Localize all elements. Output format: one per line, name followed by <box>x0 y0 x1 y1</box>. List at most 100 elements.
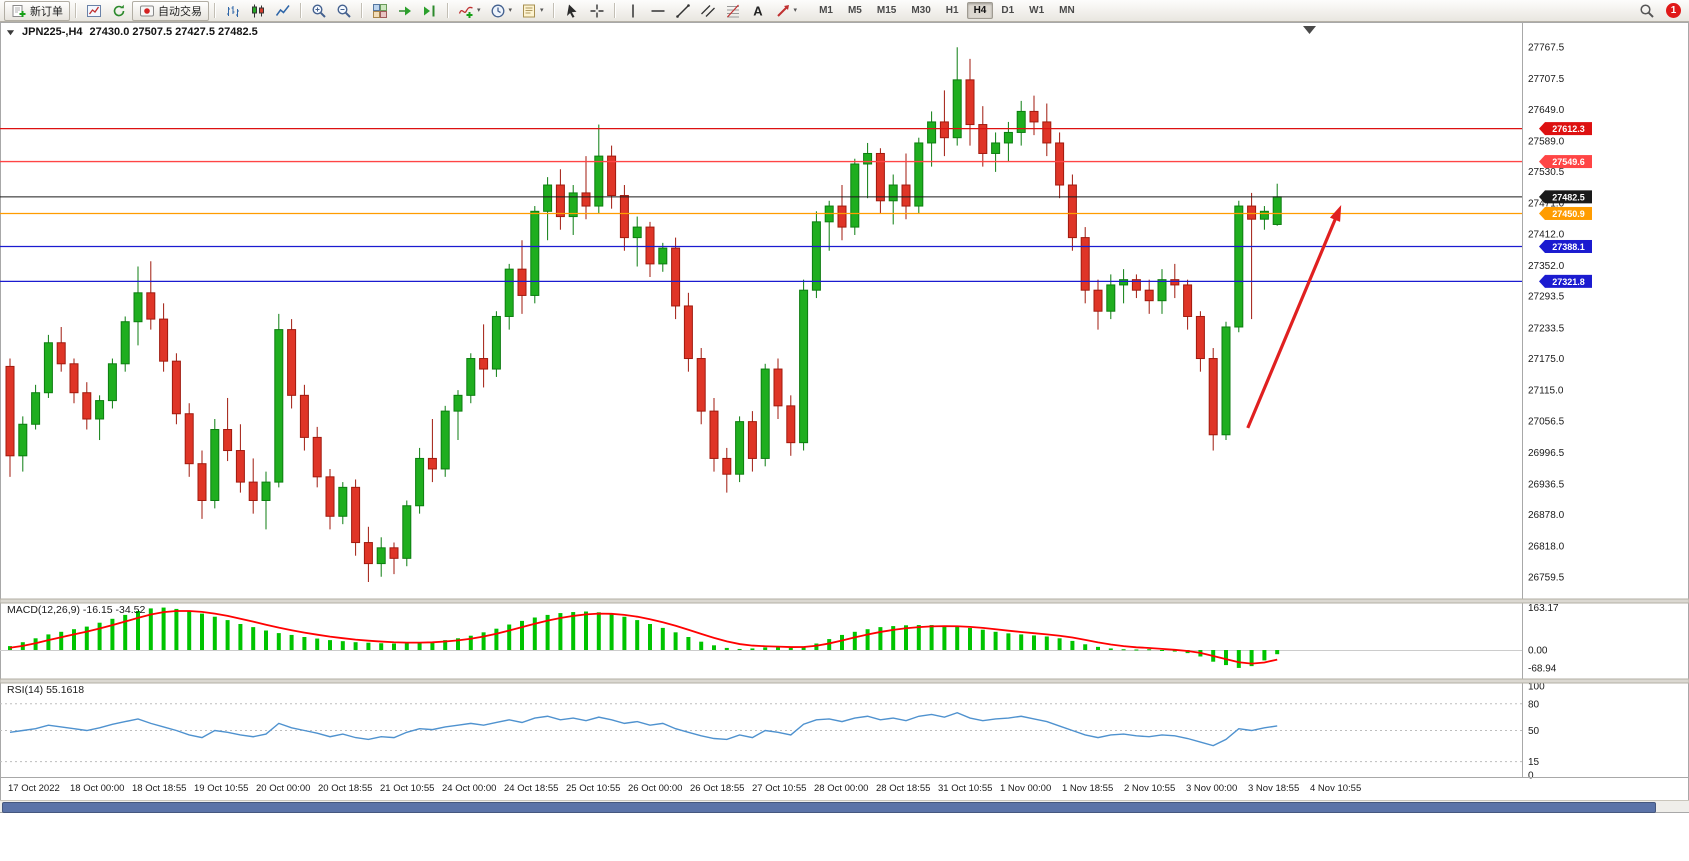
arrow-tool-icon <box>776 4 789 17</box>
time-axis[interactable]: 17 Oct 2022 18 Oct 00:00 18 Oct 18:55 19 Oc… <box>8 783 1361 794</box>
text-button[interactable]: A <box>746 1 770 21</box>
channel-button[interactable] <box>696 1 720 21</box>
timeframe-M5[interactable]: M5 <box>841 2 869 19</box>
one-click-trading-toggle[interactable] <box>6 28 15 37</box>
horizontal-scrollbar[interactable] <box>0 800 1689 813</box>
candle-body <box>223 429 233 452</box>
candle-body <box>696 358 706 412</box>
autotrading-button[interactable]: 自动交易 <box>132 0 209 21</box>
candle-body <box>1080 237 1090 291</box>
trendline-button[interactable] <box>671 1 695 21</box>
refresh-button[interactable] <box>107 1 131 21</box>
horizontal-line-icon <box>651 9 665 12</box>
auto-scroll-icon <box>399 6 411 15</box>
candle-body <box>850 163 860 228</box>
candle-body <box>1144 289 1154 302</box>
svg-text:27388.1: 27388.1 <box>1552 242 1585 252</box>
tile-windows-button[interactable] <box>368 1 392 21</box>
chevron-down-icon: ▾ <box>540 7 544 14</box>
timeframe-M1[interactable]: M1 <box>812 2 840 19</box>
timeframe-M15[interactable]: M15 <box>870 2 903 19</box>
notification-badge[interactable]: 1 <box>1666 3 1681 18</box>
arrows-button[interactable]: ▾ <box>771 1 802 21</box>
candle-body <box>581 192 591 207</box>
auto-scroll-button[interactable] <box>393 1 417 21</box>
panel-separator[interactable] <box>0 598 1689 604</box>
panel-separator[interactable] <box>0 678 1689 684</box>
svg-text:A: A <box>753 3 763 18</box>
candle-body <box>901 184 911 207</box>
candlestick-chart-button[interactable] <box>246 1 270 21</box>
trend-arrow[interactable] <box>1246 212 1340 429</box>
candle-body <box>1234 205 1244 328</box>
vertical-line-icon <box>631 4 634 17</box>
timeframe-toolbar: M1 M5 M15 M30 H1 H4 D1 W1 MN <box>812 2 1082 19</box>
svg-text:27649.0: 27649.0 <box>1528 105 1565 116</box>
candle-body <box>325 476 335 517</box>
timeframe-H4[interactable]: H4 <box>966 2 994 19</box>
toolbar-separator <box>214 3 216 18</box>
crosshair-button[interactable] <box>585 1 609 21</box>
candle-body <box>811 221 821 291</box>
chart-shift-button[interactable] <box>418 1 442 21</box>
bar-chart-button[interactable] <box>221 1 245 21</box>
candle-body <box>799 289 809 444</box>
candles-layer <box>5 47 1282 582</box>
vertical-line-button[interactable] <box>621 1 645 21</box>
candle-body <box>1029 110 1039 123</box>
periods-button[interactable]: ▾ <box>486 1 517 21</box>
zoom-in-button[interactable] <box>307 1 331 21</box>
svg-text:25 Oct 10:55: 25 Oct 10:55 <box>566 783 620 794</box>
svg-text:26 Oct 00:00: 26 Oct 00:00 <box>628 783 682 794</box>
tile-windows-icon <box>373 3 387 18</box>
svg-text:50: 50 <box>1528 726 1540 737</box>
candle-body <box>95 400 105 420</box>
charts-window-button[interactable] <box>82 1 106 21</box>
timeframe-W1[interactable]: W1 <box>1022 2 1051 19</box>
candle-body <box>159 318 169 362</box>
candle-body <box>1183 284 1193 317</box>
macd-signal-line <box>9 610 1278 665</box>
clock-icon <box>491 4 504 17</box>
new-order-button[interactable]: 新订单 <box>4 0 70 21</box>
candle-body <box>837 205 847 228</box>
svg-text:28 Oct 18:55: 28 Oct 18:55 <box>876 783 930 794</box>
price-axis[interactable]: 27767.5 27707.5 27649.0 27589.0 27530.5 27471… <box>1528 43 1565 782</box>
indicators-icon <box>458 6 473 18</box>
candle-body <box>1131 279 1141 291</box>
svg-text:163.17: 163.17 <box>1528 603 1559 614</box>
candle-body <box>248 481 258 501</box>
chart-header: JPN225-,H4 27430.0 27507.5 27427.5 27482… <box>6 26 258 38</box>
toolbar-separator <box>300 3 302 18</box>
scrollbar-thumb[interactable] <box>2 802 1656 813</box>
svg-text:27450.9: 27450.9 <box>1552 209 1585 219</box>
svg-text:3 Nov 00:00: 3 Nov 00:00 <box>1186 783 1237 794</box>
timeframe-MN[interactable]: MN <box>1052 2 1082 19</box>
zoom-out-button[interactable] <box>332 1 356 21</box>
search-button[interactable] <box>1635 1 1659 21</box>
trend-arrow-head[interactable] <box>1329 205 1342 222</box>
svg-text:18 Oct 18:55: 18 Oct 18:55 <box>132 783 186 794</box>
candle-body <box>863 152 873 165</box>
timeframe-M30[interactable]: M30 <box>904 2 937 19</box>
svg-text:26936.5: 26936.5 <box>1528 479 1565 490</box>
timeframe-H1[interactable]: H1 <box>939 2 966 19</box>
candle-body <box>991 142 1001 154</box>
svg-text:19 Oct 10:55: 19 Oct 10:55 <box>194 783 248 794</box>
svg-text:27412.0: 27412.0 <box>1528 229 1565 240</box>
fibonacci-button[interactable] <box>721 1 745 21</box>
line-chart-button[interactable] <box>271 1 295 21</box>
candle-body <box>760 368 770 459</box>
candle-body <box>1042 121 1052 144</box>
timeframe-D1[interactable]: D1 <box>994 2 1021 19</box>
svg-text:0.00: 0.00 <box>1528 646 1548 657</box>
cursor-button[interactable] <box>560 1 584 21</box>
svg-text:27471.0: 27471.0 <box>1528 198 1565 209</box>
horizontal-line-button[interactable] <box>646 1 670 21</box>
indicators-button[interactable]: ▾ <box>454 1 485 21</box>
candle-body <box>1157 279 1167 302</box>
candle-body <box>1208 358 1218 436</box>
chart-shift-marker[interactable] <box>1303 26 1316 34</box>
templates-button[interactable]: ▾ <box>517 1 548 21</box>
